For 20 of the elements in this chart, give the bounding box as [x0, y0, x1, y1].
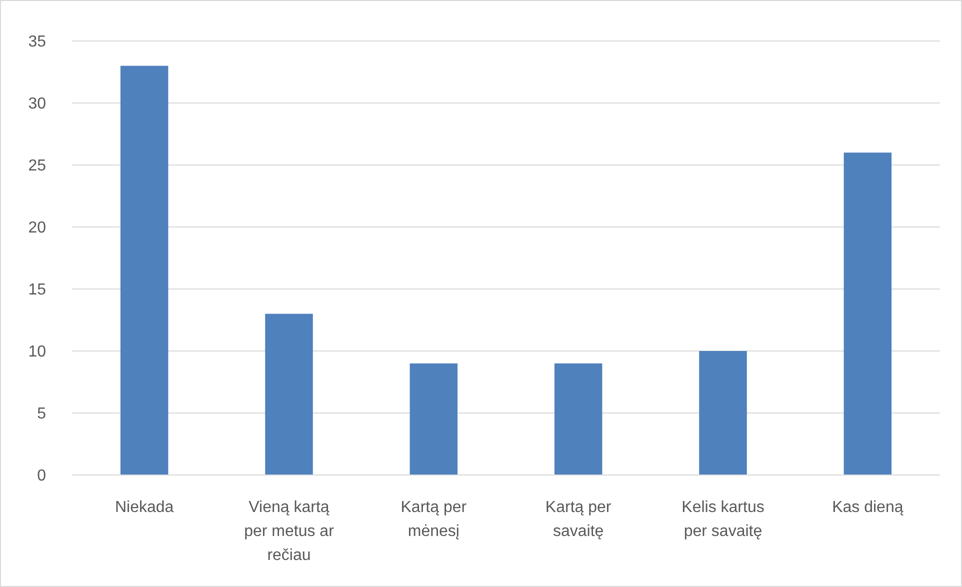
y-tick-label: 35	[28, 34, 46, 51]
y-tick-label: 15	[28, 282, 46, 299]
bar	[699, 351, 747, 475]
y-tick-label: 25	[28, 158, 46, 175]
x-tick-label: Vieną kartą per metus ar rečiau	[244, 499, 335, 564]
x-tick-label: Kartą per mėnesį	[400, 499, 468, 540]
y-tick-label: 0	[37, 468, 46, 485]
x-tick-label: Niekada	[114, 499, 174, 516]
x-tick-label: Kartą per savaitę	[545, 499, 612, 540]
bar	[844, 152, 892, 475]
bar	[265, 314, 313, 475]
x-tick-label: Kas dieną	[832, 499, 904, 516]
y-tick-label: 5	[37, 406, 46, 423]
y-tick-label: 30	[28, 96, 46, 113]
x-tick-label: Kelis kartus per savaitę	[682, 499, 764, 540]
bar	[554, 363, 602, 475]
y-tick-label: 10	[28, 344, 46, 361]
bar	[410, 363, 458, 475]
y-tick-label: 20	[28, 220, 46, 237]
bar	[120, 66, 168, 475]
